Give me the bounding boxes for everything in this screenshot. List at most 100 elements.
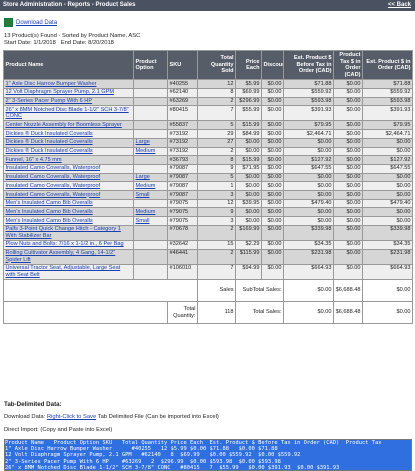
save-link[interactable]: Right-Click to Save <box>46 414 97 420</box>
table-cell: $39.95 <box>235 198 262 209</box>
product-link[interactable]: Men's Insulated Camo Bib Overalls <box>5 200 93 207</box>
table-cell: $0.00 <box>261 105 284 122</box>
table-cell: $0.00 <box>333 172 363 183</box>
table-cell: $559.92 <box>283 87 334 98</box>
table-cell: 8 <box>197 155 236 165</box>
column-header: Est. Product $ Before Tax in Order (CAD) <box>283 49 334 81</box>
product-link[interactable]: Men's Insulated Camo Bib Overalls <box>5 208 93 215</box>
product-link[interactable]: Funnel, 16" x 4.75 mm <box>5 156 62 163</box>
table-cell: 12 <box>197 79 236 89</box>
table-cell: #79087 <box>167 181 198 191</box>
table-cell: Rolling Cultivator Assembly, 4 Gang, 14-… <box>3 248 134 265</box>
subtotal-caption: SubTotal Sales: <box>235 278 284 303</box>
table-cell: $71.88 <box>283 79 334 89</box>
product-link[interactable]: Plow Nuts and Bolts: 7/16 x 1-1/2 in., 6… <box>5 241 124 248</box>
product-link[interactable]: Center Nozzle Assembly for Boomless Spra… <box>5 122 122 129</box>
product-link[interactable]: Insulated Camo Coveralls, Waterproof <box>5 165 101 172</box>
table-cell: 2 <box>197 248 236 265</box>
table-body: 1" Axle Disc Harrow Bumper Washer #40255 1… <box>3 79 413 325</box>
tab-textarea[interactable]: Product Name Product Option SKU Total Qu… <box>4 439 412 471</box>
table-row: Palfs 3-Point Quick Change Hitch - Categ… <box>3 224 413 241</box>
table-cell: $127.92 <box>362 155 413 165</box>
table-cell: #79075 <box>167 216 198 226</box>
total-quantity: 118 <box>197 301 236 325</box>
table-cell: $0.00 <box>333 105 363 122</box>
total-quantity-label: Total Quantity: <box>167 301 198 325</box>
column-header: Discount <box>261 49 284 81</box>
table-cell <box>133 198 168 209</box>
table-cell: Men's Insulated Camo Bib Overalls <box>3 216 134 226</box>
table-cell: $0.00 <box>235 172 262 183</box>
option-link[interactable]: Medium <box>135 148 156 155</box>
table-cell: $0.00 <box>261 120 284 131</box>
product-link[interactable]: Dickies ® Duck Insulated Coveralls <box>5 130 93 137</box>
header-bar: Store Administration - Reports - Product… <box>0 0 415 11</box>
back-link[interactable]: << Back <box>387 2 411 8</box>
option-link[interactable]: Large <box>135 139 150 146</box>
option-link[interactable]: Medium <box>135 182 156 189</box>
product-link[interactable]: 2" 3-Series Pacer Pump With 6 HP <box>5 98 93 105</box>
table-cell: $0.00 <box>283 181 334 191</box>
product-link[interactable]: Dickies ® Duck Insulated Coveralls <box>5 139 93 146</box>
table-cell: 2 <box>197 146 236 157</box>
tab-line: Product Name Product Option SKU Total Qu… <box>5 440 411 447</box>
table-cell: $391.93 <box>362 105 413 122</box>
product-link[interactable]: 26" x 8MM Notched Disc Blade 1-1/2" SCH … <box>5 106 129 120</box>
table-cell: $0.00 <box>261 172 284 183</box>
table-cell: #73192 <box>167 129 198 139</box>
table-row: 12 Volt Diaphragm Sprayer Pump, 2.1 GPM #… <box>3 87 413 98</box>
product-link[interactable]: Universal Tractor Seat, Adjustable, Larg… <box>5 265 121 278</box>
table-cell: 27 <box>197 137 236 148</box>
table-cell <box>133 248 168 265</box>
tab-section: Tab-Delimited Data: Download Data: Right… <box>4 401 219 440</box>
table-cell: $15.99 <box>235 155 262 165</box>
table-cell: #79075 <box>167 207 198 217</box>
table-cell <box>133 263 168 280</box>
table-cell: $0.00 <box>261 248 284 265</box>
table-cell: #79075 <box>167 198 198 209</box>
option-link[interactable]: Small <box>135 217 150 224</box>
table-cell: $296.99 <box>235 96 262 107</box>
date-range: Start Date: 1/1/2018 End Date: 8/20/2018 <box>4 40 114 46</box>
table-cell: $0.00 <box>283 207 334 217</box>
column-header: Price Each <box>235 49 262 81</box>
table-cell: $0.00 <box>362 216 413 226</box>
table-cell <box>133 87 168 98</box>
product-link[interactable]: Insulated Camo Coveralls, Waterproof <box>5 191 101 198</box>
product-link[interactable]: Palfs 3-Point Quick Change Hitch - Categ… <box>5 226 121 239</box>
table-cell: Small <box>133 216 168 226</box>
table-cell: Plow Nuts and Bolts: 7/16 x 1-1/2 in., 6… <box>3 239 134 250</box>
table-cell: Small <box>133 189 168 200</box>
table-cell: #70678 <box>167 224 198 241</box>
table-cell: Insulated Camo Coveralls, Waterproof <box>3 163 134 174</box>
option-link[interactable]: Small <box>135 191 150 198</box>
table-cell: 1" Axle Disc Harrow Bumper Washer <box>3 79 134 89</box>
subtotal-value: $6,688.48 <box>333 278 363 303</box>
sales-table: Product Name Product Option SKU Total Quant… <box>3 49 413 325</box>
table-cell: $0.00 <box>235 207 262 217</box>
table-cell: $0.00 <box>333 96 363 107</box>
table-cell: $0.00 <box>283 146 334 157</box>
product-link[interactable]: Rolling Cultivator Assembly, 4 Gang, 14-… <box>5 250 116 263</box>
summary-count: 13 Product(s) Found - Sorted by Product … <box>4 33 141 39</box>
table-cell: Insulated Camo Coveralls, Waterproof <box>3 181 134 191</box>
product-link[interactable]: Insulated Camo Coveralls, Waterproof <box>5 182 101 189</box>
product-link[interactable]: 12 Volt Diaphragm Sprayer Pump, 2.1 GPM <box>5 89 115 96</box>
product-link[interactable]: 1" Axle Disc Harrow Bumper Washer <box>5 80 97 87</box>
total-row: Total Quantity: 118 Total Sales: $0.00 $6,68… <box>3 301 413 325</box>
table-cell: $559.92 <box>362 87 413 98</box>
table-cell: $0.00 <box>333 155 363 165</box>
product-link[interactable]: Dickies ® Duck Insulated Coveralls <box>5 148 93 155</box>
table-cell: $0.00 <box>362 181 413 191</box>
option-link[interactable]: Medium <box>135 208 156 215</box>
table-cell: #79087 <box>167 189 198 200</box>
table-cell: $0.00 <box>235 189 262 200</box>
table-cell: $71.95 <box>235 163 262 174</box>
product-link[interactable]: Men's Insulated Camo Bib Overalls <box>5 217 93 224</box>
download-link[interactable]: Download Data <box>16 20 58 27</box>
table-cell: $115.99 <box>235 248 262 265</box>
option-link[interactable]: Large <box>135 174 150 181</box>
product-link[interactable]: Insulated Camo Coveralls, Waterproof <box>5 174 101 181</box>
table-cell: 26" x 8MM Notched Disc Blade 1-1/2" SCH … <box>3 105 134 122</box>
table-cell: $0.00 <box>333 87 363 98</box>
